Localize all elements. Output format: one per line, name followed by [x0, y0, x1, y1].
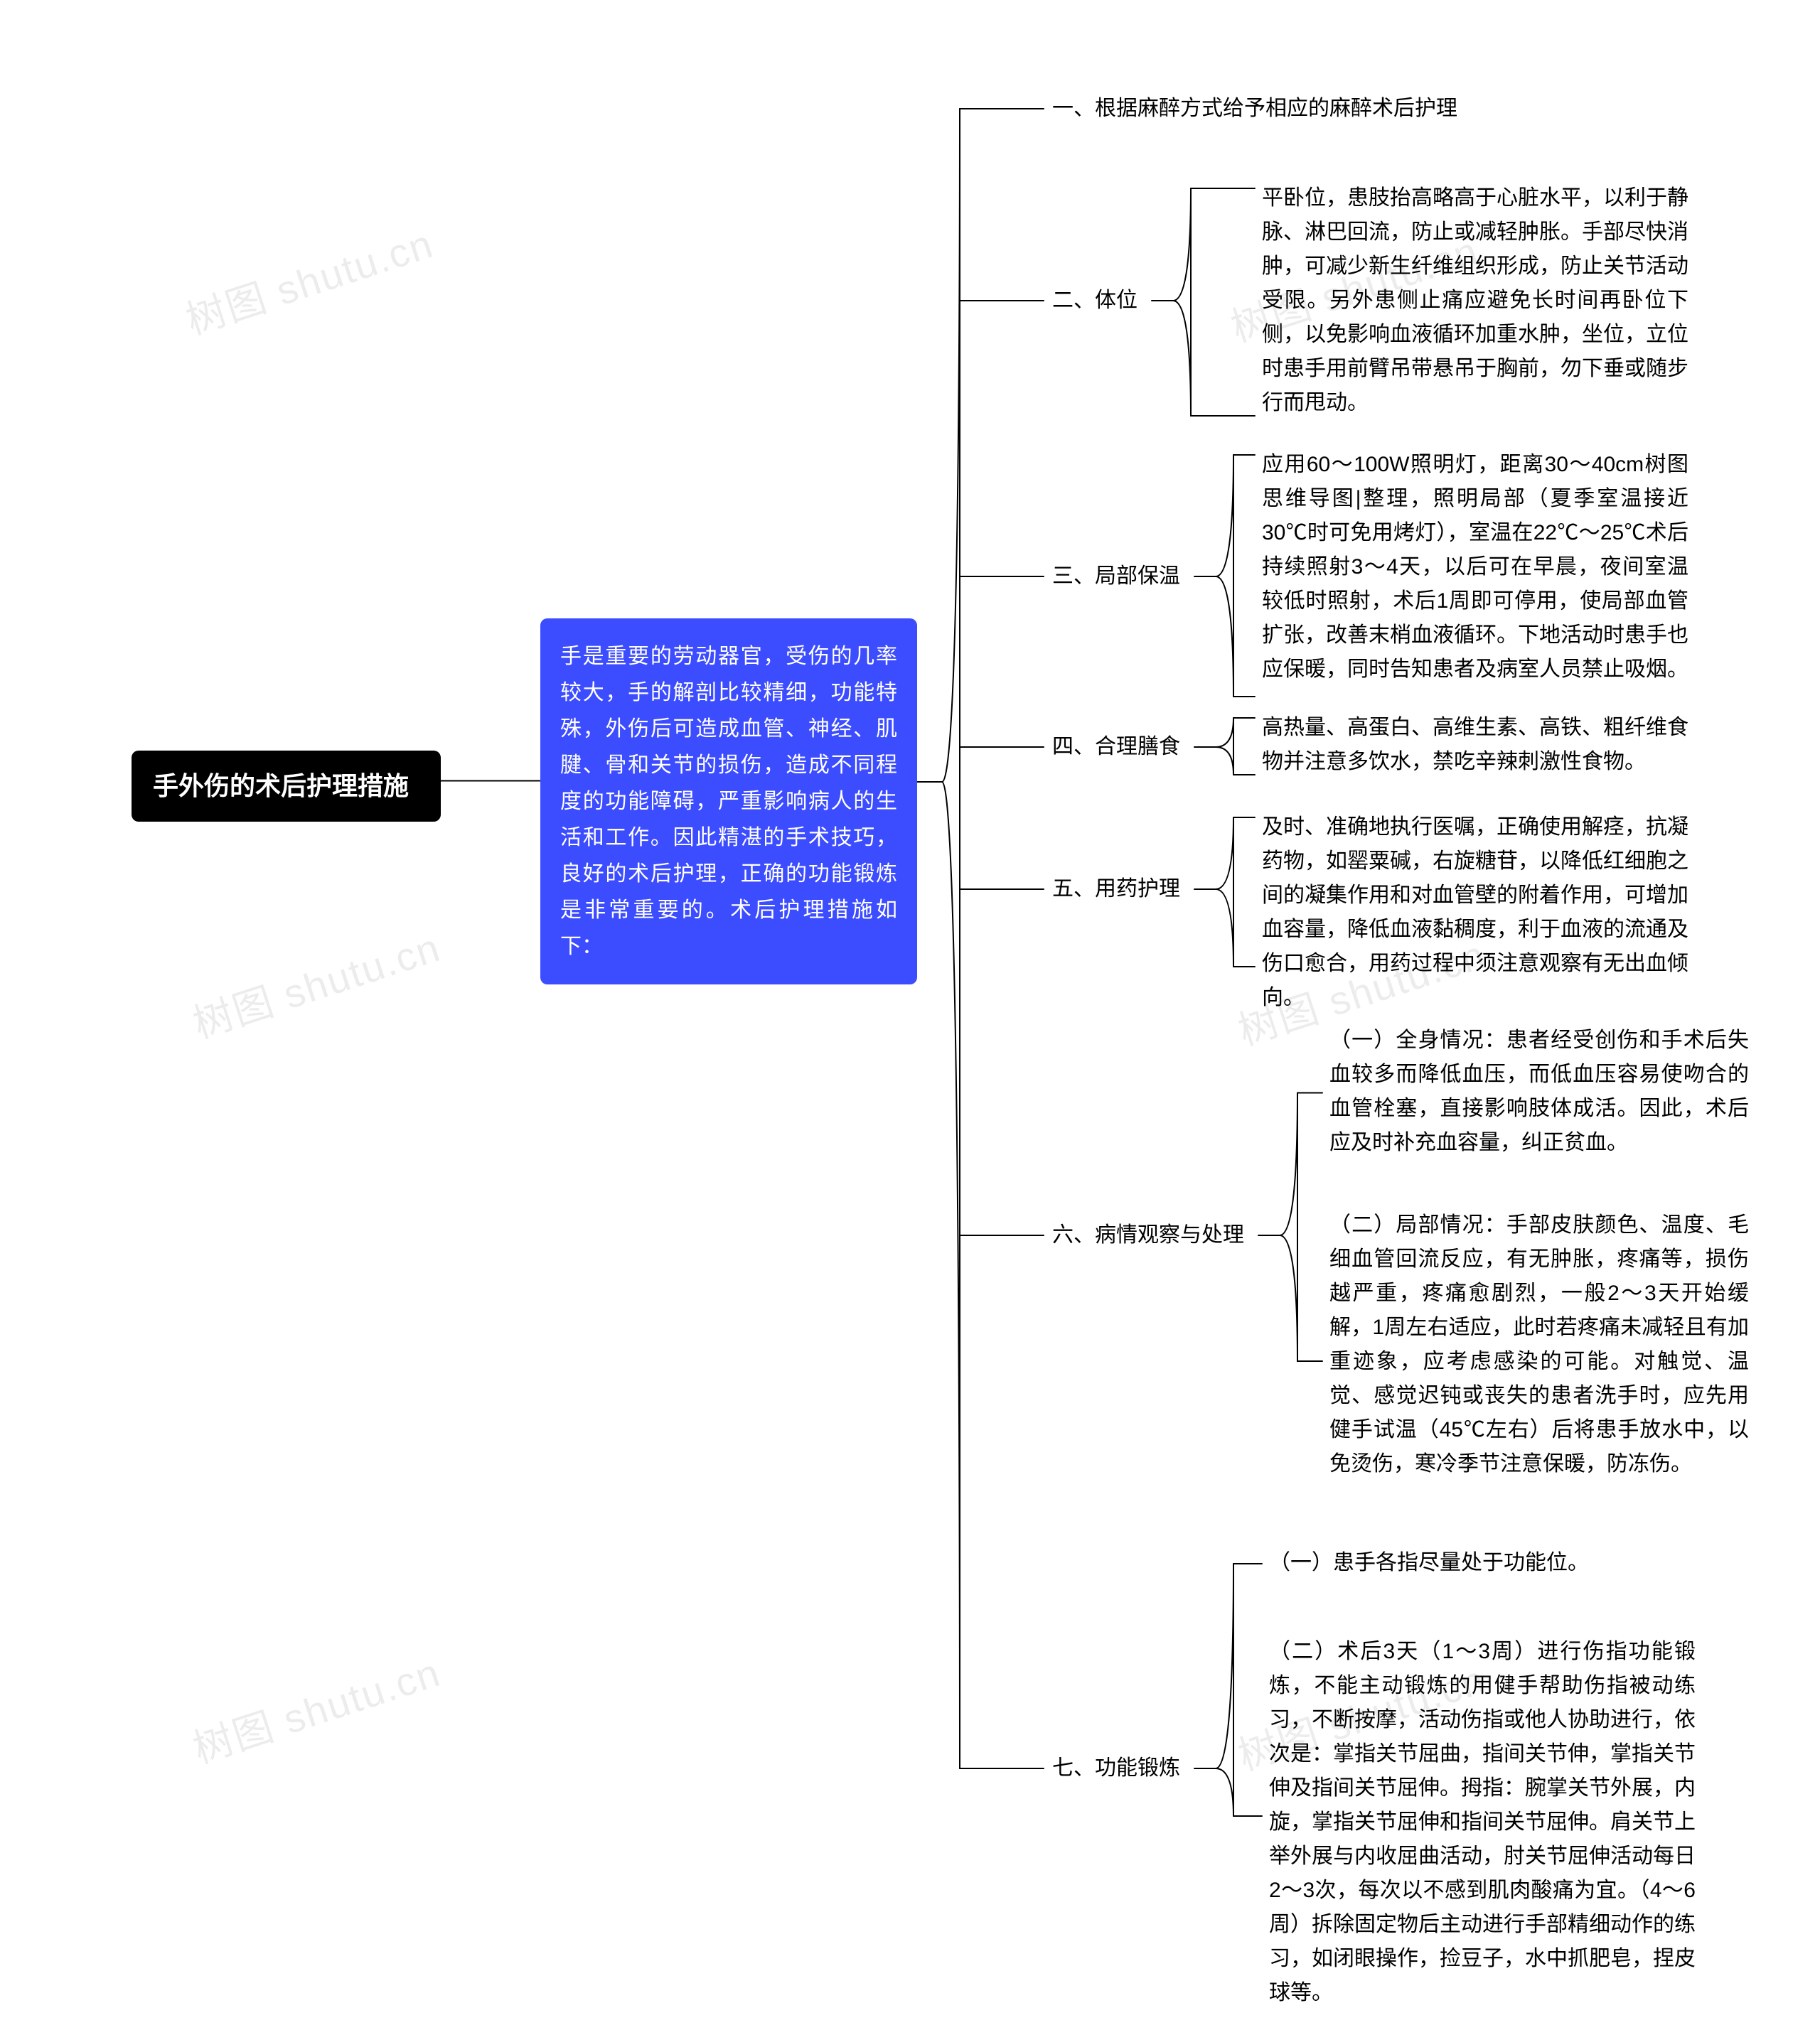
branch-5-medication: 五、用药护理 [1052, 873, 1194, 906]
intro-node: 手是重要的劳动器官，受伤的几率较大，手的解剖比较精细，功能特殊，外伤后可造成血管… [540, 618, 917, 984]
branch-6-leaf-0: （一）全身情况：患者经受创伤和手术后失血较多而降低血压，而低血压容易使吻合的血管… [1329, 1024, 1749, 1160]
watermark: 树图 shutu.cn [185, 1640, 447, 1775]
branch-2-position: 二、体位 [1052, 284, 1152, 318]
branch-1-anesthesia: 一、根据麻醉方式给予相应的麻醉术后护理 [1052, 92, 1507, 126]
branch-2-leaf-0: 平卧位，患肢抬高略高于心脏水平，以利于静脉、淋巴回流，防止或减轻肿胀。手部尽快消… [1262, 181, 1688, 420]
branch-5-leaf-0: 及时、准确地执行医嘱，正确使用解痉，抗凝药物，如罂粟碱，右旋糖苷，以降低红细胞之… [1262, 810, 1688, 1015]
mindmap-canvas: 手外伤的术后护理措施 手是重要的劳动器官，受伤的几率较大，手的解剖比较精细，功能… [0, 0, 1820, 2030]
branch-7-leaf-0: （一）患手各指尽量处于功能位。 [1269, 1546, 1610, 1580]
branch-3-leaf-0: 应用60～100W照明灯，距离30～40cm树图思维导图|整理，照明局部（夏季室… [1262, 448, 1688, 687]
branch-7-leaf-1: （二）术后3天（1～3周）进行伤指功能锻炼，不能主动锻炼的用健手帮助伤指被动练习… [1269, 1635, 1696, 2010]
branch-6-observation: 六、病情观察与处理 [1052, 1219, 1258, 1252]
branch-6-leaf-1: （二）局部情况：手部皮肤颜色、温度、毛细血管回流反应，有无肿胀，疼痛等，损伤越严… [1329, 1208, 1749, 1481]
branch-7-exercise: 七、功能锻炼 [1052, 1752, 1194, 1785]
watermark: 树图 shutu.cn [178, 212, 440, 346]
branch-4-diet: 四、合理膳食 [1052, 731, 1194, 764]
branch-3-warmth: 三、局部保温 [1052, 560, 1194, 594]
watermark: 树图 shutu.cn [185, 915, 447, 1050]
root-node: 手外伤的术后护理措施 [132, 751, 441, 822]
branch-4-leaf-0: 高热量、高蛋白、高维生素、高铁、粗纤维食物并注意多饮水，禁吃辛辣刺激性食物。 [1262, 711, 1688, 779]
